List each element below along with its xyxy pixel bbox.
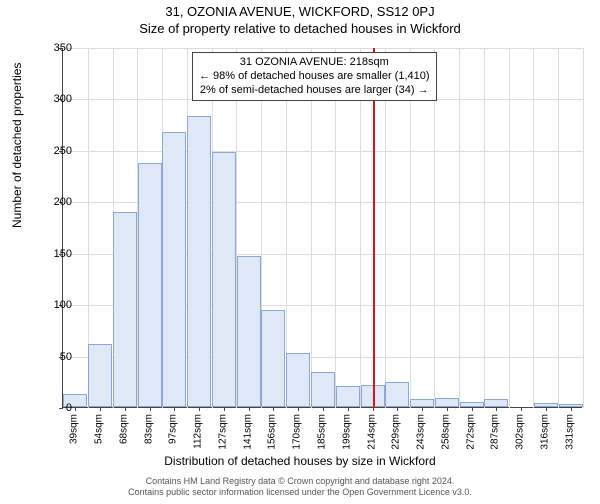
gridline-v [484,48,485,408]
xtick-mark [546,407,547,411]
gridline-v [335,48,336,408]
ytick-label: 250 [12,145,72,157]
xtick-label: 185sqm [317,414,328,450]
address-title: 31, OZONIA AVENUE, WICKFORD, SS12 0PJ [0,4,600,19]
xtick-mark [298,407,299,411]
xtick-label: 97sqm [168,414,179,444]
chart-title: Size of property relative to detached ho… [0,21,600,36]
ytick-label: 350 [12,42,72,54]
xtick-label: 287sqm [490,414,501,450]
xtick-label: 316sqm [539,414,550,450]
annot-line3: 2% of semi-detached houses are larger (3… [199,84,430,98]
xtick-mark [521,407,522,411]
xtick-label: 199sqm [341,414,352,450]
plot-area [62,48,582,408]
xtick-label: 54sqm [94,414,105,444]
xtick-mark [150,407,151,411]
x-axis-label: Distribution of detached houses by size … [0,454,600,468]
xtick-mark [348,407,349,411]
bar [237,256,261,407]
gridline-v [509,48,510,408]
gridline-h [63,48,583,49]
gridline-v [533,48,534,408]
xtick-mark [447,407,448,411]
xtick-mark [125,407,126,411]
bar [138,163,162,407]
bar [261,310,285,407]
footer-line2: Contains public sector information licen… [0,487,600,498]
xtick-label: 243sqm [416,414,427,450]
xtick-label: 156sqm [267,414,278,450]
bar [460,402,484,407]
xtick-mark [174,407,175,411]
xtick-mark [224,407,225,411]
bar [559,404,583,407]
xtick-label: 214sqm [366,414,377,450]
xtick-mark [422,407,423,411]
bar [410,399,434,407]
bar [113,212,137,407]
xtick-mark [75,407,76,411]
ytick-label: 100 [12,299,72,311]
gridline-h [63,151,583,152]
xtick-label: 112sqm [193,414,204,449]
gridline-v [583,48,584,408]
xtick-label: 170sqm [292,414,303,450]
ytick-label: 200 [12,196,72,208]
xtick-label: 258sqm [440,414,451,450]
gridline-v [459,48,460,408]
footer-line1: Contains HM Land Registry data © Crown c… [0,476,600,487]
xtick-mark [571,407,572,411]
gridline-v [385,48,386,408]
ytick-label: 0 [12,402,72,414]
annot-line1: 31 OZONIA AVENUE: 218sqm [199,56,430,70]
ytick-label: 150 [12,248,72,260]
bar [484,399,508,407]
xtick-label: 272sqm [465,414,476,450]
xtick-mark [199,407,200,411]
gridline-v [311,48,312,408]
xtick-label: 141sqm [242,414,253,450]
xtick-label: 302sqm [515,414,526,450]
plot-wrapper: 31 OZONIA AVENUE: 218sqm ← 98% of detach… [62,48,582,408]
gridline-v [558,48,559,408]
xtick-label: 39sqm [69,414,80,444]
xtick-label: 127sqm [217,414,228,450]
gridline-v [360,48,361,408]
xtick-label: 83sqm [143,414,154,444]
bar [435,398,459,407]
bar [88,344,112,407]
bar [187,116,211,407]
bar [212,152,236,407]
ytick-label: 300 [12,93,72,105]
xtick-mark [273,407,274,411]
bar [336,386,360,407]
gridline-v [410,48,411,408]
bar [162,132,186,407]
xtick-label: 229sqm [391,414,402,450]
xtick-mark [323,407,324,411]
bar [311,372,335,407]
xtick-mark [249,407,250,411]
xtick-mark [496,407,497,411]
xtick-label: 331sqm [564,414,575,450]
gridline-v [434,48,435,408]
bar [534,403,558,407]
xtick-label: 68sqm [118,414,129,444]
xtick-mark [472,407,473,411]
marker-line [373,48,375,408]
xtick-mark [100,407,101,411]
bar [385,382,409,407]
ytick-label: 50 [12,351,72,363]
annotation-box: 31 OZONIA AVENUE: 218sqm ← 98% of detach… [192,52,437,101]
annot-line2: ← 98% of detached houses are smaller (1,… [199,70,430,84]
xtick-mark [397,407,398,411]
bar [286,353,310,408]
footer: Contains HM Land Registry data © Crown c… [0,476,600,498]
